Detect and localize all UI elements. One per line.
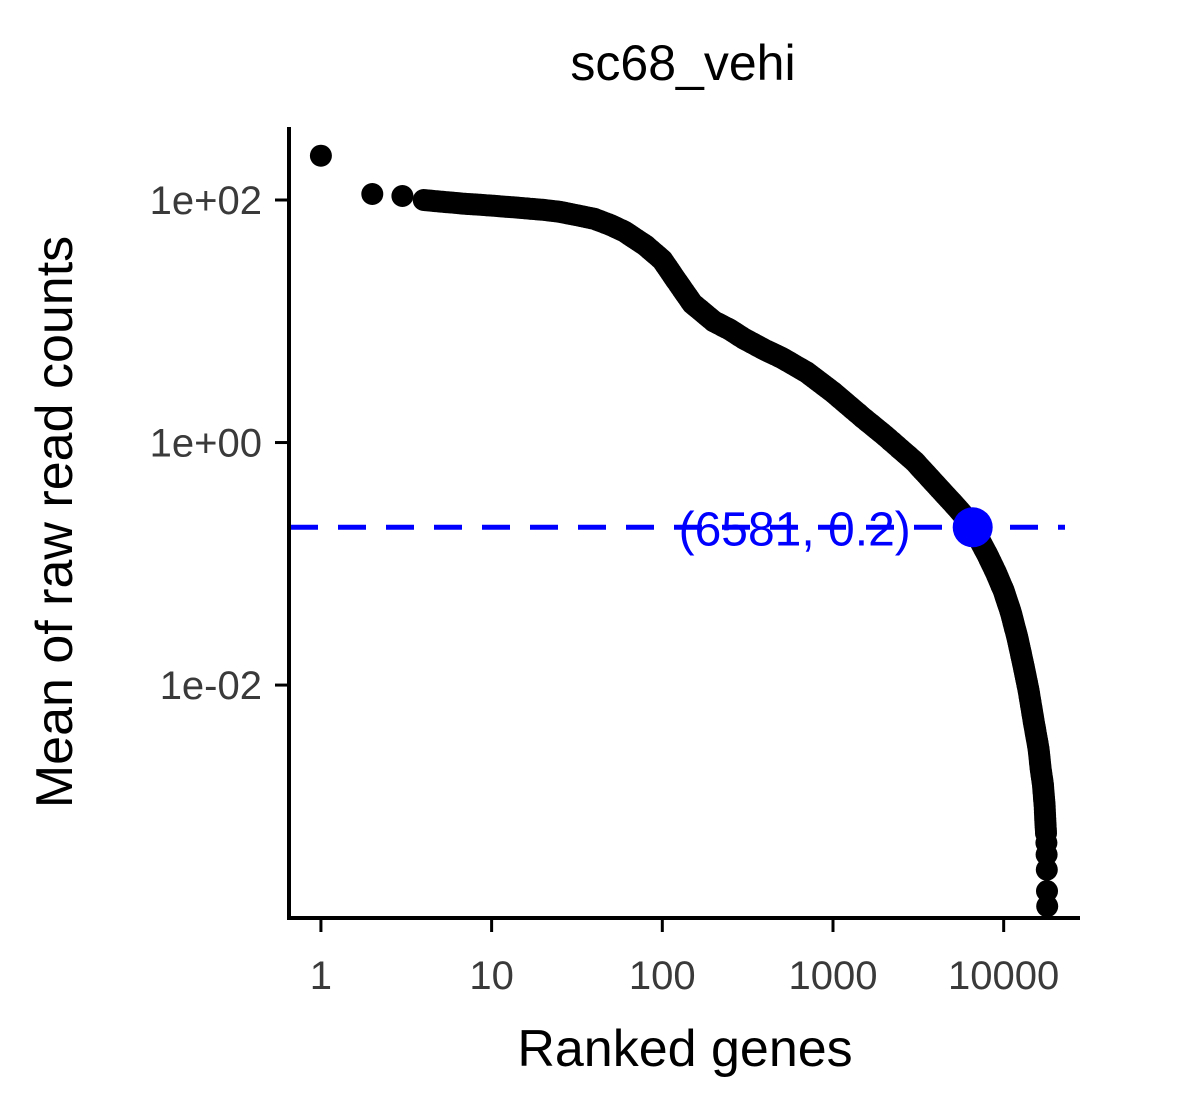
data-point (1035, 858, 1058, 881)
threshold-label: (6581, 0.2) (679, 503, 911, 556)
data-point (391, 185, 414, 207)
points-layer (309, 144, 1059, 918)
x-tick-label: 100 (629, 954, 696, 998)
y-tick-label: 1e+02 (150, 179, 262, 223)
data-point (309, 144, 332, 167)
data-point (361, 183, 384, 205)
y-axis-ticks: 1e-02 1e+00 1e+02 (150, 179, 289, 708)
y-axis-title: Mean of raw read counts (26, 236, 84, 808)
x-tick-label: 10 (469, 954, 514, 998)
x-tick-label: 1 (310, 954, 332, 998)
data-point (1036, 895, 1059, 918)
x-axis-ticks: 1 10 100 1000 10000 (310, 918, 1059, 998)
x-axis-title: Ranked genes (517, 1020, 852, 1078)
x-tick-label: 1000 (788, 954, 877, 998)
x-tick-label: 10000 (948, 954, 1059, 998)
threshold-point (952, 507, 993, 548)
data-point (1034, 819, 1057, 842)
y-tick-label: 1e+00 (150, 422, 262, 466)
chart-title: sc68_vehi (570, 35, 795, 91)
y-tick-label: 1e-02 (160, 664, 262, 708)
